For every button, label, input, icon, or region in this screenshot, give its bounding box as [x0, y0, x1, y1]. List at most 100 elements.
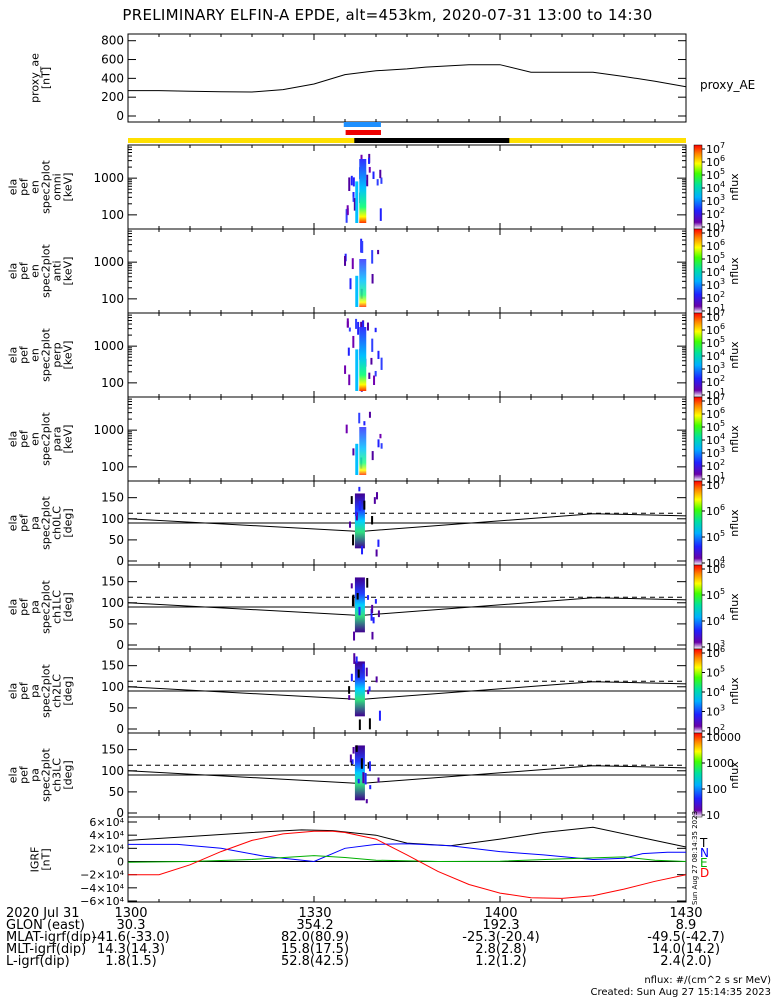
pa-spectrogram-pixel: [362, 663, 365, 672]
pa-spectrogram-blob: [354, 493, 365, 549]
pa-spectrogram-pixel: [355, 511, 358, 516]
spectrogram-pixel: [347, 347, 350, 356]
spectrogram-pixel: [380, 177, 383, 184]
spectrogram-pixel: [380, 357, 383, 370]
pa-spectrogram-pixel: [377, 539, 380, 547]
ephemeris-value: 15.8(17.5): [280, 942, 350, 957]
colorbar-tick-label: 106: [706, 406, 725, 421]
pa-spectrogram-pixel: [371, 631, 374, 640]
pa-spectrogram-pixel: [351, 759, 354, 765]
spectrogram-pixel: [357, 321, 360, 335]
colorbar-label: nflux: [728, 341, 741, 369]
spectrogram-pixel: [379, 433, 382, 439]
y-tick-label: 100: [101, 460, 124, 474]
pa-spectrogram-pixel: [372, 617, 375, 624]
series-line-igrf-N: [128, 843, 686, 863]
colorbar-tick-label: 102: [706, 206, 725, 221]
colorbar-tick-label: 107: [706, 141, 725, 156]
y-axis-label: pa: [29, 768, 42, 782]
spectrogram-pixel: [379, 208, 382, 221]
colorbar-tick-label: 103: [706, 445, 725, 460]
colorbar-label: nflux: [728, 761, 741, 789]
colorbar-tick-label: 105: [706, 665, 725, 680]
y-axis-label: ch3LC: [51, 758, 64, 792]
spectrogram-pixel: [374, 327, 377, 333]
colorbar: [693, 564, 703, 650]
pa-spectrogram-pixel: [360, 758, 363, 769]
colorbar-tick-label: 106: [706, 503, 725, 518]
spectrogram-pixel: [352, 448, 355, 456]
science-zone-bar-red: [345, 130, 381, 135]
spectrogram-pixel: [370, 357, 373, 365]
pa-spectrogram-pixel: [355, 512, 358, 521]
y-axis-label: pa: [29, 684, 42, 698]
spectrogram-pixel: [352, 177, 355, 187]
series-line-proxy-ae: [128, 64, 687, 93]
y-axis-label: omni: [51, 173, 64, 200]
ephemeris-value: 8.9: [675, 918, 697, 933]
spectrogram-pixel: [366, 322, 369, 331]
y-axis-label: spec2plot: [40, 412, 53, 466]
pa-spectrogram-pixel: [368, 686, 371, 692]
pa-spectrogram-pixel: [352, 594, 355, 607]
pa-spectrogram-pixel: [355, 656, 358, 664]
figure-title: PRELIMINARY ELFIN-A EPDE, alt=453km, 202…: [122, 6, 653, 24]
spectrogram-pixel: [377, 350, 380, 360]
y-tick-label: 50: [109, 701, 124, 715]
y-axis-label: spec2plot: [40, 160, 53, 214]
pa-spectrogram-pixel: [371, 516, 374, 525]
pa-spectrogram-pixel: [369, 785, 372, 790]
pa-spectrogram-pixel: [367, 689, 370, 695]
pa-spectrogram-pixel: [358, 486, 361, 492]
y-tick-label: 1000: [93, 423, 124, 437]
spectrogram-blob-edge: [355, 181, 359, 223]
colorbar: [693, 648, 703, 734]
ephemeris-row-lshell: L-igrf(dip) 1.8(1.5) 52.8(42.5) 1.2(1.2)…: [6, 954, 766, 969]
y-axis-label: ela: [7, 515, 20, 532]
pa-spectrogram-pixel: [362, 772, 365, 784]
y-axis-label: spec2plot: [40, 328, 53, 382]
panel-frame-1: [127, 144, 687, 230]
y-axis-label: pef: [18, 177, 31, 196]
y-tick-label: −2×10⁴: [80, 869, 124, 882]
y-tick-label: −6×10⁴: [80, 895, 124, 908]
colorbar-tick-label: 106: [706, 645, 725, 660]
y-axis-label: pef: [18, 681, 31, 700]
pa-spectrogram-pixel: [350, 673, 353, 682]
colorbar-tick-label: 102: [706, 458, 725, 473]
y-axis-label: en: [29, 264, 42, 278]
colorbar-tick-label: 107: [706, 309, 725, 324]
colorbar-label: nflux: [728, 173, 741, 201]
colorbar-tick-label: 104: [706, 180, 725, 195]
science-zone-bar-blue: [343, 122, 381, 127]
y-axis-label: [nT]: [40, 67, 53, 89]
colorbar-tick-label: 102: [706, 290, 725, 305]
spectrogram-pixel: [380, 443, 383, 449]
y-tick-label: 0: [116, 109, 124, 123]
colorbar-tick-label: 103: [706, 639, 725, 654]
legend-igrf-N: N: [700, 846, 709, 860]
ephemeris-value: -25.3(-20.4): [462, 930, 540, 945]
colorbar-tick-label: 107: [706, 225, 725, 240]
y-axis-label: [nT]: [40, 848, 53, 870]
ephemeris-row-mlat: MLAT-igrf(dip) -41.6(-33.0) 82.0(80.9) -…: [6, 930, 766, 945]
colorbar-tick-label: 101: [706, 387, 725, 402]
spectrogram-pixel: [361, 321, 364, 329]
colorbar-tick-label: 107: [706, 393, 725, 408]
y-tick-label: 100: [101, 376, 124, 390]
ephemeris-value: 14.3(14.3): [96, 942, 166, 957]
pa-spectrogram-pixel: [375, 549, 378, 557]
colorbar-tick-label: 105: [706, 335, 725, 350]
ephemeris-label: 2020 Jul 31: [6, 906, 80, 921]
loss-cone-trace: [127, 513, 687, 532]
spectrogram-blob-edge: [355, 443, 359, 475]
ephemeris-value: 52.8(42.5): [280, 954, 350, 969]
pa-spectrogram-pixel: [376, 492, 379, 500]
y-tick-label: 0: [116, 554, 124, 568]
y-axis-label: spec2plot: [40, 496, 53, 550]
pa-spectrogram-pixel: [349, 754, 352, 763]
spectrogram-pixel: [371, 250, 374, 264]
spectrogram-pixel: [360, 238, 363, 253]
y-tick-label: 50: [109, 533, 124, 547]
